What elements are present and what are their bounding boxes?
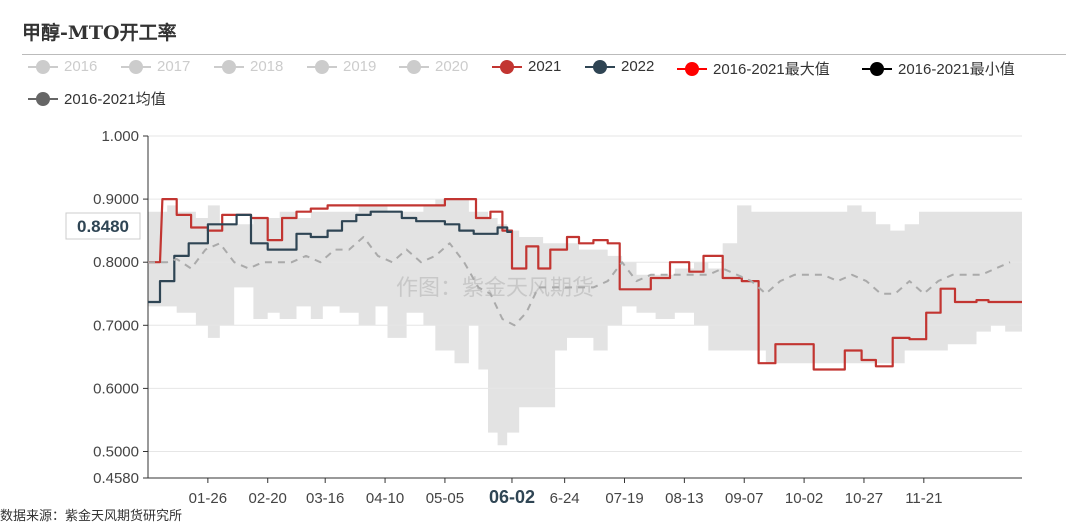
- y-tick-label: 0.4580: [93, 470, 139, 487]
- legend-item-2021[interactable]: 2021: [492, 58, 561, 75]
- watermark: 作图：紫金天风期货: [396, 276, 594, 301]
- y-tick-label: 0.8000: [93, 254, 139, 271]
- x-tick-label: 05-05: [426, 490, 464, 505]
- legend-label: 2016-2021最大值: [713, 61, 830, 78]
- series-line-2016-2021均值: [148, 236, 1011, 327]
- y-tick-label: 0.5000: [93, 443, 139, 460]
- legend-marker-icon: [28, 91, 58, 106]
- range-band-layer: [148, 199, 1022, 446]
- legend-label: 2022: [621, 58, 655, 75]
- min-max-range-band: [148, 199, 1022, 446]
- x-tick-label: 6-24: [550, 490, 580, 505]
- title-divider: [22, 54, 1066, 55]
- x-tick-label: 02-20: [249, 490, 287, 505]
- legend-label: 2018: [250, 58, 284, 75]
- axes: 1.000 0.9000 0.8000 0.7000 0.6000 0.5000 0.458…: [93, 128, 1022, 505]
- legend-item-2019[interactable]: 2019: [307, 58, 376, 75]
- series-line-2022: [148, 210, 512, 304]
- legend-item-2016-2021最大值[interactable]: 2016-2021最大值: [677, 58, 830, 79]
- y-tick-label: 0.6000: [93, 380, 139, 397]
- legend-marker-icon: [28, 59, 58, 74]
- x-tick-label: 04-10: [366, 490, 404, 505]
- legend-marker-icon: [677, 61, 707, 76]
- legend-item-2022[interactable]: 2022: [585, 58, 654, 75]
- legend-label: 2016-2021最小值: [898, 61, 1015, 78]
- x-tick-label: 03-16: [306, 490, 344, 505]
- legend-item-2016[interactable]: 2016: [28, 58, 97, 75]
- legend-label: 2016: [64, 58, 98, 75]
- value-tooltip: 0.8480: [65, 212, 141, 240]
- legend-marker-icon: [399, 59, 429, 74]
- legend-label: 2016-2021均值: [64, 91, 166, 108]
- x-tick-label: 08-13: [665, 490, 703, 505]
- legend-label: 2019: [343, 58, 377, 75]
- x-tick-label: 11-21: [905, 490, 942, 505]
- source-footnote: 数据来源：紫金天风期货研究所: [0, 508, 183, 523]
- legend-label: 2021: [528, 58, 562, 75]
- series-line-2021: [148, 198, 1022, 371]
- legend-marker-icon: [214, 59, 244, 74]
- x-tick-label: 06-02: [489, 487, 535, 505]
- legend-item-2016-2021最小值[interactable]: 2016-2021最小值: [862, 58, 1015, 79]
- legend-item-2016-2021均值[interactable]: 2016-2021均值: [28, 88, 166, 109]
- y-tick-label: 0.9000: [93, 191, 139, 208]
- tooltip-value: 0.8480: [77, 217, 129, 236]
- legend-marker-icon: [585, 59, 615, 74]
- x-tick-label: 07-19: [605, 490, 643, 505]
- x-tick-label: 10-02: [785, 490, 823, 505]
- y-tick-label: 1.000: [101, 128, 139, 145]
- series-lines: [148, 198, 1022, 371]
- x-tick-label: 10-27: [845, 490, 883, 505]
- chart-area: 1.000 0.9000 0.8000 0.7000 0.6000 0.5000 0.458…: [65, 128, 1022, 505]
- legend-item-2020[interactable]: 2020: [399, 58, 468, 75]
- legend-item-2017[interactable]: 2017: [121, 58, 190, 75]
- legend-label: 2017: [157, 58, 191, 75]
- chart-title: 甲醇-MTO开工率: [22, 22, 177, 44]
- x-tick-label: 09-07: [725, 490, 763, 505]
- legend-item-2018[interactable]: 2018: [214, 58, 283, 75]
- y-tick-label: 0.7000: [93, 317, 139, 334]
- legend-marker-icon: [492, 59, 522, 74]
- x-tick-label: 01-26: [189, 490, 227, 505]
- legend-label: 2020: [435, 58, 469, 75]
- legend-marker-icon: [121, 59, 151, 74]
- legend-marker-icon: [307, 59, 337, 74]
- legend-marker-icon: [862, 61, 892, 76]
